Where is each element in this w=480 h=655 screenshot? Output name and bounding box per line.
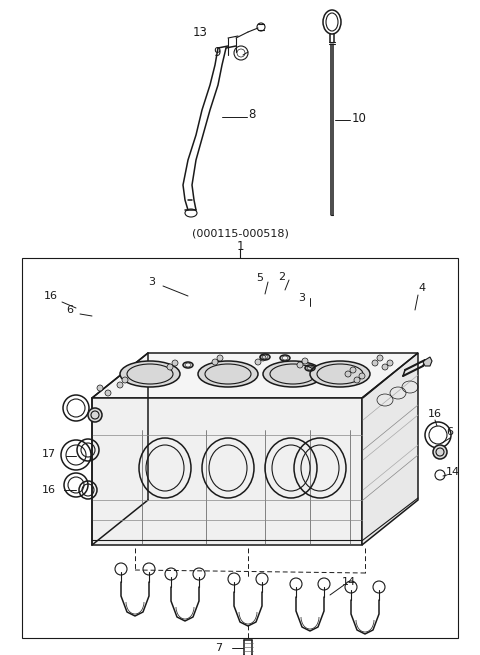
Text: 4: 4	[418, 283, 425, 293]
Text: 14: 14	[446, 467, 460, 477]
Circle shape	[302, 358, 308, 364]
Circle shape	[117, 382, 123, 388]
Circle shape	[105, 390, 111, 396]
Text: 9: 9	[213, 45, 220, 58]
Circle shape	[97, 385, 103, 391]
Text: 3: 3	[148, 277, 155, 287]
Ellipse shape	[88, 408, 102, 422]
Polygon shape	[423, 357, 432, 366]
Circle shape	[122, 377, 128, 383]
Circle shape	[350, 367, 356, 373]
Text: 10: 10	[352, 111, 367, 124]
Text: 16: 16	[42, 485, 56, 495]
Text: 13: 13	[193, 26, 208, 39]
Circle shape	[377, 355, 383, 361]
Text: 6: 6	[66, 305, 73, 315]
Text: 7: 7	[215, 643, 222, 653]
Text: 14: 14	[342, 577, 356, 587]
Circle shape	[212, 359, 218, 365]
Text: 17: 17	[42, 449, 56, 459]
Ellipse shape	[433, 445, 447, 459]
Text: 1: 1	[236, 240, 244, 252]
Circle shape	[172, 360, 178, 366]
Circle shape	[260, 355, 266, 361]
Circle shape	[297, 362, 303, 368]
Ellipse shape	[120, 361, 180, 387]
Circle shape	[382, 364, 388, 370]
Polygon shape	[92, 353, 418, 398]
Circle shape	[372, 360, 378, 366]
Text: 8: 8	[248, 109, 255, 121]
Circle shape	[345, 371, 351, 377]
Ellipse shape	[198, 361, 258, 387]
Text: 2: 2	[278, 272, 285, 282]
Bar	[22, 258, 458, 638]
Polygon shape	[362, 353, 418, 545]
Text: 5: 5	[256, 273, 263, 283]
Circle shape	[255, 359, 261, 365]
Text: 16: 16	[428, 409, 442, 419]
Text: 16: 16	[44, 291, 58, 301]
Circle shape	[217, 355, 223, 361]
Text: 6: 6	[446, 427, 453, 437]
Polygon shape	[92, 398, 362, 545]
Circle shape	[387, 360, 393, 366]
Circle shape	[167, 364, 173, 370]
Text: 3: 3	[298, 293, 305, 303]
Ellipse shape	[310, 361, 370, 387]
Circle shape	[359, 373, 365, 379]
Text: (000115-000518): (000115-000518)	[192, 228, 288, 238]
Circle shape	[354, 377, 360, 383]
Ellipse shape	[263, 361, 323, 387]
